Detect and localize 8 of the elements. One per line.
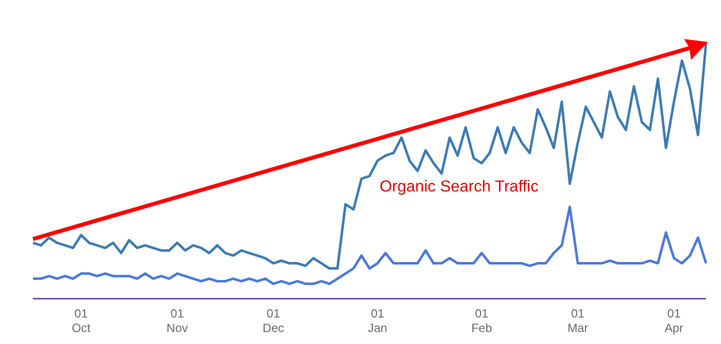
x-tick-label: 01 Oct	[72, 306, 92, 336]
x-tick-label: 01 Nov	[166, 306, 188, 336]
annotation: Organic Search Traffic	[380, 178, 538, 196]
x-tick-label: 01 Apr	[664, 306, 684, 336]
x-tick-label: 01 Mar	[567, 306, 588, 336]
x-tick-label: 01 Dec	[262, 306, 284, 336]
x-tick-label: 01 Feb	[471, 306, 492, 336]
x-tick-label: 01 Jan	[368, 306, 388, 336]
